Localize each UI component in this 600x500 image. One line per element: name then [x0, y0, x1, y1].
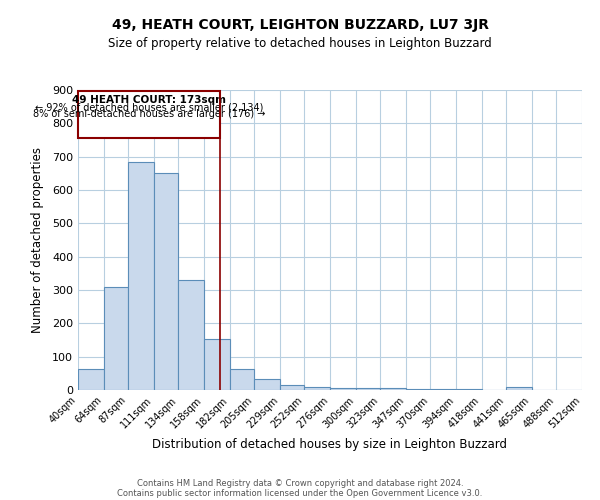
Text: 8% of semi-detached houses are larger (176) →: 8% of semi-detached houses are larger (1…: [33, 110, 265, 120]
Text: Contains public sector information licensed under the Open Government Licence v3: Contains public sector information licen…: [118, 488, 482, 498]
X-axis label: Distribution of detached houses by size in Leighton Buzzard: Distribution of detached houses by size …: [152, 438, 508, 451]
Bar: [506, 386, 532, 390]
Text: ← 92% of detached houses are smaller (2,134): ← 92% of detached houses are smaller (2,…: [35, 102, 263, 113]
Y-axis label: Number of detached properties: Number of detached properties: [31, 147, 44, 333]
Bar: [128, 162, 154, 390]
Bar: [330, 388, 356, 390]
Bar: [178, 280, 204, 390]
Bar: [78, 90, 220, 138]
Bar: [304, 386, 330, 390]
Bar: [230, 369, 254, 390]
Bar: [380, 388, 406, 390]
Bar: [280, 385, 304, 390]
Text: 49 HEATH COURT: 173sqm: 49 HEATH COURT: 173sqm: [72, 96, 226, 106]
Text: Contains HM Land Registry data © Crown copyright and database right 2024.: Contains HM Land Registry data © Crown c…: [137, 478, 463, 488]
Bar: [104, 288, 128, 390]
Text: Size of property relative to detached houses in Leighton Buzzard: Size of property relative to detached ho…: [108, 38, 492, 51]
Bar: [356, 388, 380, 390]
Bar: [204, 340, 230, 390]
Text: 49, HEATH COURT, LEIGHTON BUZZARD, LU7 3JR: 49, HEATH COURT, LEIGHTON BUZZARD, LU7 3…: [112, 18, 488, 32]
Bar: [78, 369, 104, 390]
Bar: [254, 379, 280, 390]
Bar: [154, 174, 178, 390]
